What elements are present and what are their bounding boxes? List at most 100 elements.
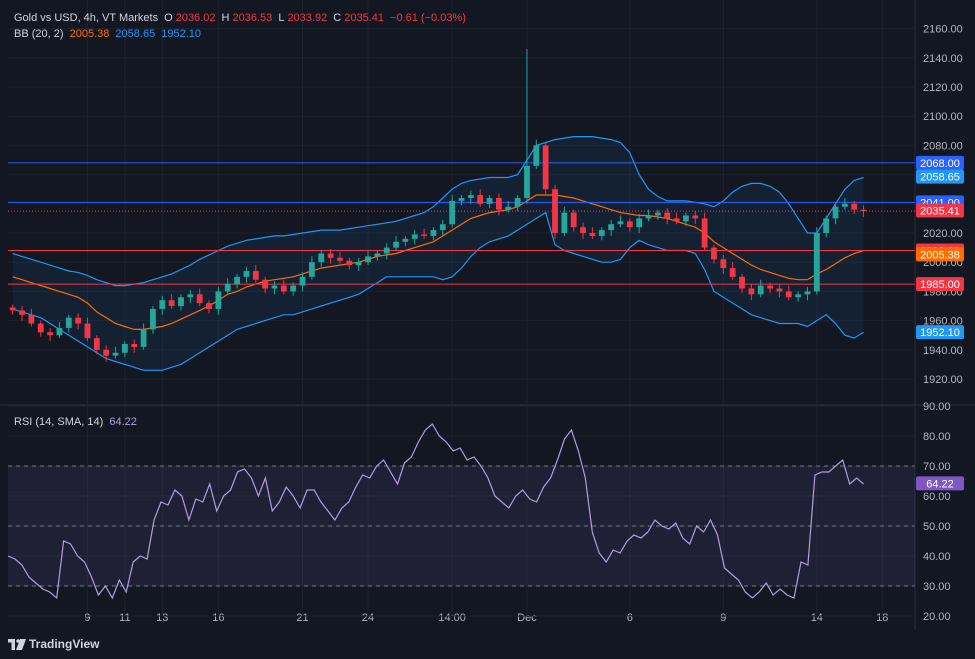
candle-body — [308, 262, 315, 277]
candle-body — [355, 262, 362, 266]
candle-body — [159, 300, 166, 309]
candle — [720, 254, 727, 274]
candle — [542, 142, 549, 194]
candle — [37, 320, 44, 337]
time-tick-label: 9 — [720, 612, 726, 624]
candle — [767, 282, 773, 293]
candle — [206, 300, 212, 314]
open-value: 2036.02 — [175, 12, 216, 24]
candle-body — [711, 247, 717, 260]
candle-body — [196, 294, 203, 304]
candle-body — [187, 294, 194, 298]
candle — [112, 346, 119, 359]
time-tick-label: 24 — [362, 612, 374, 624]
candle — [308, 256, 315, 280]
candle-body — [654, 212, 661, 216]
tradingview-logo-icon — [8, 639, 26, 651]
indicator-tag-bg — [916, 169, 964, 184]
price-tick-label: 1920.00 — [923, 374, 963, 386]
candle-body — [636, 218, 643, 228]
time-tick-label: 14:00 — [438, 612, 466, 624]
candle — [860, 205, 867, 217]
candle — [514, 195, 521, 212]
price-tick-label: 1960.00 — [923, 316, 963, 328]
level-tag-bg — [916, 155, 964, 170]
candle — [813, 227, 820, 295]
time-tick-label: Dec — [517, 612, 537, 624]
candle-body — [280, 285, 287, 292]
candle-body — [402, 238, 409, 242]
low-label: L — [278, 12, 285, 24]
tradingview-logo-text: TradingView — [29, 637, 100, 651]
candle-body — [767, 285, 773, 289]
candle — [318, 250, 325, 267]
price-tick-label: 2080.00 — [923, 140, 963, 152]
rsi-tick-label: 60.00 — [923, 491, 951, 503]
candle — [701, 212, 708, 251]
candle — [570, 209, 577, 232]
candle-body — [299, 276, 306, 286]
candle-body — [683, 215, 689, 222]
candle — [692, 211, 699, 225]
candle — [757, 279, 764, 298]
candle-body — [505, 206, 512, 210]
candle-body — [645, 215, 652, 219]
indicator-tag-bg — [916, 247, 964, 262]
candle-body — [608, 224, 615, 231]
candle — [19, 306, 25, 321]
rsi-line — [7, 423, 864, 600]
candle — [121, 341, 128, 358]
candle — [290, 282, 297, 296]
candle — [486, 195, 493, 209]
candle — [449, 195, 456, 228]
candle — [47, 327, 53, 342]
candle — [683, 212, 689, 226]
candle-body — [383, 247, 390, 254]
indicator-tag-bg — [916, 203, 964, 218]
candle — [337, 251, 343, 264]
candle — [430, 227, 437, 241]
candle — [196, 288, 203, 307]
candle-body — [813, 233, 820, 292]
low-value: 2033.92 — [287, 12, 328, 24]
rsi-tick-label: 30.00 — [923, 581, 951, 593]
candle-body — [224, 284, 231, 292]
candle — [561, 206, 568, 236]
high-value: 2036.53 — [232, 12, 273, 24]
close-value: 2035.41 — [344, 12, 384, 24]
candle-body — [561, 212, 568, 234]
candle-body — [514, 197, 521, 207]
candle-body — [664, 212, 671, 219]
candle — [262, 276, 269, 293]
candle — [75, 313, 82, 330]
candle — [187, 289, 194, 304]
tradingview-logo: TradingView — [8, 637, 99, 651]
candle — [552, 184, 558, 239]
candle-body — [804, 291, 811, 295]
candle-body — [131, 343, 138, 347]
candle — [748, 284, 755, 301]
candle-body — [121, 343, 128, 353]
price-tick-label: 2120.00 — [923, 82, 963, 94]
candle-body — [823, 218, 830, 234]
candle — [795, 291, 802, 302]
candle-body — [65, 317, 72, 328]
rsi-value-tag-bg — [916, 476, 964, 491]
rsi-tick-label: 90.00 — [923, 401, 951, 413]
candle — [56, 322, 63, 339]
candle — [608, 219, 615, 236]
candle — [477, 189, 484, 207]
candle — [411, 230, 418, 245]
candle — [140, 323, 147, 350]
candle-body — [112, 352, 119, 356]
candle-body — [150, 308, 156, 330]
candle-body — [215, 291, 222, 309]
candle — [851, 200, 858, 215]
candle-body — [47, 332, 53, 336]
candle — [103, 345, 110, 362]
candle-body — [439, 224, 446, 231]
rsi-tick-label: 50.00 — [923, 521, 951, 533]
price-tick-label: 2160.00 — [923, 24, 963, 36]
candle — [159, 295, 166, 315]
